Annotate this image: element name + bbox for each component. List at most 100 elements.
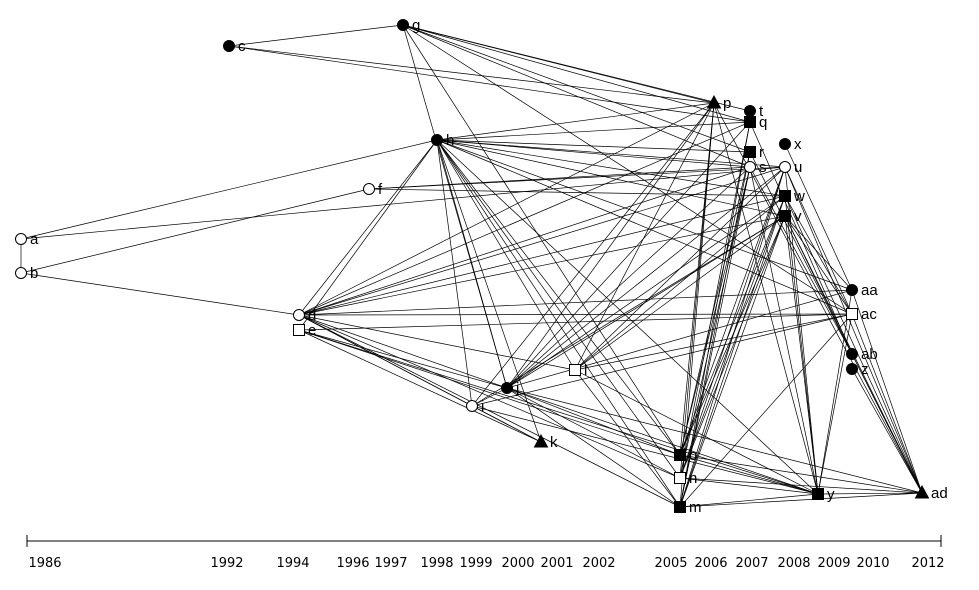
- node-label-z: z: [861, 361, 869, 378]
- node-a: [15, 233, 27, 245]
- edge-l-v: [574, 215, 786, 371]
- node-label-q: q: [759, 114, 767, 131]
- node-label-x: x: [794, 136, 802, 153]
- node-m: [674, 501, 686, 513]
- edge-d-ac: [298, 313, 853, 316]
- edge-u-o: [679, 166, 786, 456]
- edge-v-o: [679, 215, 786, 456]
- edge-g-s: [402, 24, 751, 168]
- edge-i-k: [471, 405, 542, 443]
- year-label-1996: 1996: [336, 556, 369, 571]
- node-label-e: e: [308, 322, 316, 339]
- year-label-2006: 2006: [694, 556, 727, 571]
- edge-v-m: [679, 215, 786, 508]
- node-x: [779, 138, 791, 150]
- node-r: [744, 146, 756, 158]
- year-label-2002: 2002: [582, 556, 615, 571]
- edge-d-v: [298, 215, 786, 316]
- node-label-y: y: [827, 486, 835, 503]
- edge-p-ad: [713, 102, 923, 494]
- edge-w-y: [784, 195, 819, 495]
- node-label-i: i: [481, 398, 484, 415]
- edge-d-p: [298, 102, 715, 316]
- edge-x-aa: [784, 143, 853, 291]
- node-y: [812, 488, 824, 500]
- edge-a-u: [20, 166, 786, 240]
- edge-r-o: [679, 151, 751, 456]
- year-label-2008: 2008: [777, 556, 810, 571]
- edge-h-i: [436, 139, 473, 407]
- edge-o-y: [679, 454, 819, 495]
- edge-layer: [20, 24, 923, 508]
- node-label-v: v: [794, 208, 802, 225]
- edge-h-k: [436, 139, 542, 443]
- node-j: [501, 382, 513, 394]
- node-d: [293, 309, 305, 321]
- edge-ab-ad: [851, 353, 923, 494]
- edge-c-q: [228, 45, 751, 123]
- node-k: [533, 433, 549, 448]
- edge-i-ac: [471, 313, 853, 407]
- edge-h-e: [298, 139, 438, 331]
- edge-h-aa: [436, 139, 853, 291]
- edge-j-m: [506, 387, 681, 508]
- edge-c-g: [228, 24, 404, 47]
- edge-l-p: [574, 102, 715, 371]
- edge-q-n: [679, 121, 751, 479]
- node-p: [706, 94, 722, 109]
- edge-u-n: [679, 166, 786, 479]
- node-label-t: t: [759, 103, 764, 120]
- node-b: [15, 267, 27, 279]
- node-c: [223, 40, 235, 52]
- edge-m-ad: [679, 492, 923, 508]
- edge-l-y: [574, 369, 819, 495]
- node-label-k: k: [550, 434, 558, 451]
- edge-y-ad: [817, 492, 923, 495]
- edge-i-p: [471, 102, 715, 407]
- node-i: [466, 400, 478, 412]
- timeline-axis: 1986 1992 1994 1996 1997 1998 1999 2000 2001 2002…: [26, 535, 945, 571]
- edge-aa-ad: [851, 289, 923, 494]
- edge-c-p: [228, 45, 715, 104]
- edge-h-y: [436, 139, 819, 495]
- node-t: [744, 105, 756, 117]
- edge-ac-ad: [851, 313, 923, 494]
- edge-f-u: [368, 166, 786, 190]
- node-l: [569, 364, 581, 376]
- year-label-1986: 1986: [28, 556, 61, 571]
- node-o: [674, 449, 686, 461]
- node-u: [779, 161, 791, 173]
- edge-m-y: [679, 493, 819, 508]
- edge-v-ab: [784, 215, 853, 355]
- node-label-u: u: [794, 159, 802, 176]
- node-label-n: n: [689, 470, 697, 487]
- edge-d-u: [298, 166, 786, 316]
- node-h: [431, 134, 443, 146]
- edge-e-j: [298, 329, 508, 389]
- edge-o-ad: [679, 454, 923, 494]
- edge-g-r: [402, 24, 751, 153]
- edge-h-s: [436, 139, 751, 168]
- edge-s-ab: [749, 166, 853, 355]
- edge-j-q: [506, 121, 751, 389]
- edge-v-y: [784, 215, 819, 495]
- node-label-l: l: [584, 362, 587, 379]
- node-label-g: g: [412, 17, 420, 34]
- edge-w-ad: [784, 195, 923, 494]
- edge-n-ad: [679, 477, 923, 494]
- edge-e-o: [298, 329, 681, 456]
- node-g: [397, 19, 409, 31]
- node-label-ac: ac: [861, 306, 877, 323]
- edge-w-m: [679, 195, 786, 508]
- edge-y-ac: [817, 313, 853, 495]
- edge-h-j: [436, 139, 508, 389]
- node-v: [779, 210, 791, 222]
- year-label-1998: 1998: [420, 556, 453, 571]
- edge-e-y: [298, 329, 819, 495]
- edge-l-u: [574, 166, 786, 371]
- edge-d-m: [298, 314, 681, 508]
- node-aa: [846, 284, 858, 296]
- edge-v-aa: [784, 215, 853, 291]
- node-s: [744, 161, 756, 173]
